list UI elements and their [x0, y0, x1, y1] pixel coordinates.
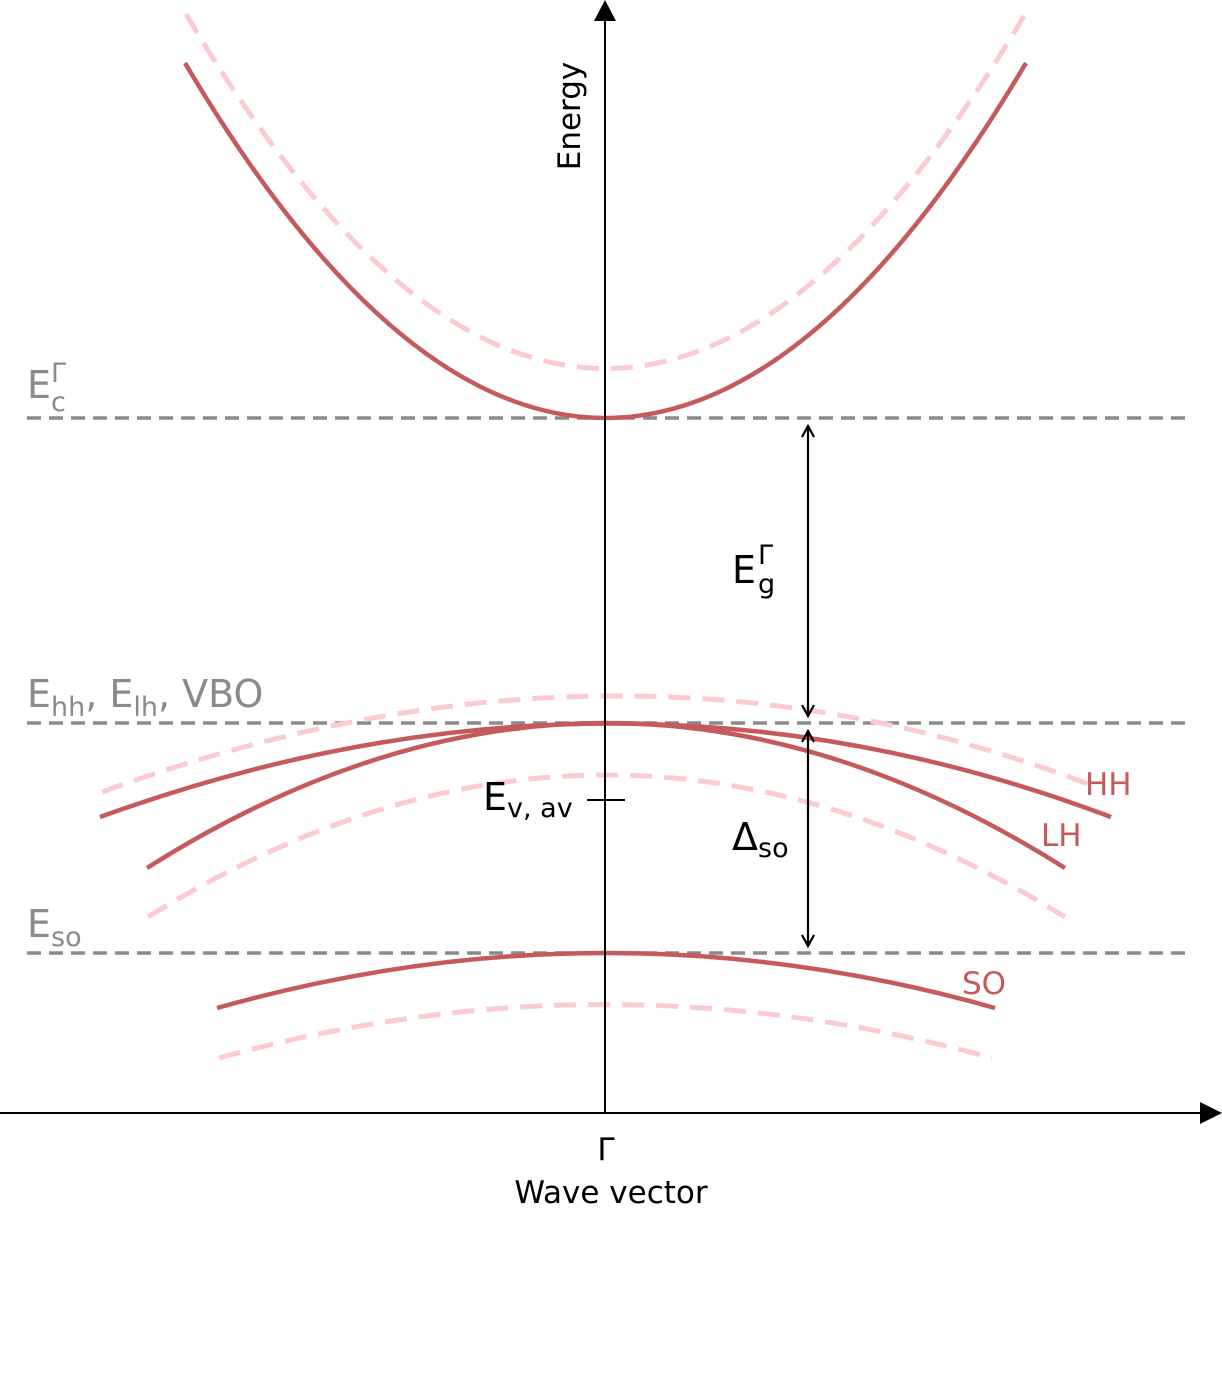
valence-level-label-text: Ehh, Elh, VBO: [27, 672, 263, 723]
average-valence-energy-label: Ev, av: [483, 775, 573, 824]
conduction-level-label-base: E: [27, 363, 51, 407]
conduction-band-strained: [183, 12, 1027, 371]
split-off-level-label-text: Eso: [27, 902, 82, 953]
split-off-band-label: SO: [962, 966, 1006, 1002]
split-off-level-label: Eso: [27, 902, 82, 953]
wave-vector-axis-label: Wave vector: [514, 1175, 708, 1211]
light-hole-band-label: LH: [1041, 818, 1082, 854]
heavy-hole-band-label: HH: [1085, 767, 1132, 803]
spin-orbit-splitting-label: Δso: [732, 815, 789, 864]
gamma-point-tick-label: Γ: [597, 1132, 615, 1168]
band-gap-label-base: E: [732, 548, 756, 592]
wave-vector-axis-arrowhead: [1200, 1102, 1222, 1124]
band-gap-label-sub: g: [758, 569, 775, 600]
energy-axis-arrowhead: [594, 0, 616, 21]
light-hole-band-strained: [146, 772, 1067, 920]
valence-level-label: Ehh, Elh, VBO: [27, 672, 263, 723]
conduction-level-label-sub: c: [51, 387, 66, 418]
band-gap-label-sup: Γ: [758, 540, 773, 571]
conduction-level-label: E Γ c: [27, 358, 66, 418]
conduction-level-label-sup: Γ: [51, 358, 66, 389]
band-gap-label: E Γ g: [732, 540, 775, 600]
energy-axis-label: Energy: [552, 62, 588, 171]
